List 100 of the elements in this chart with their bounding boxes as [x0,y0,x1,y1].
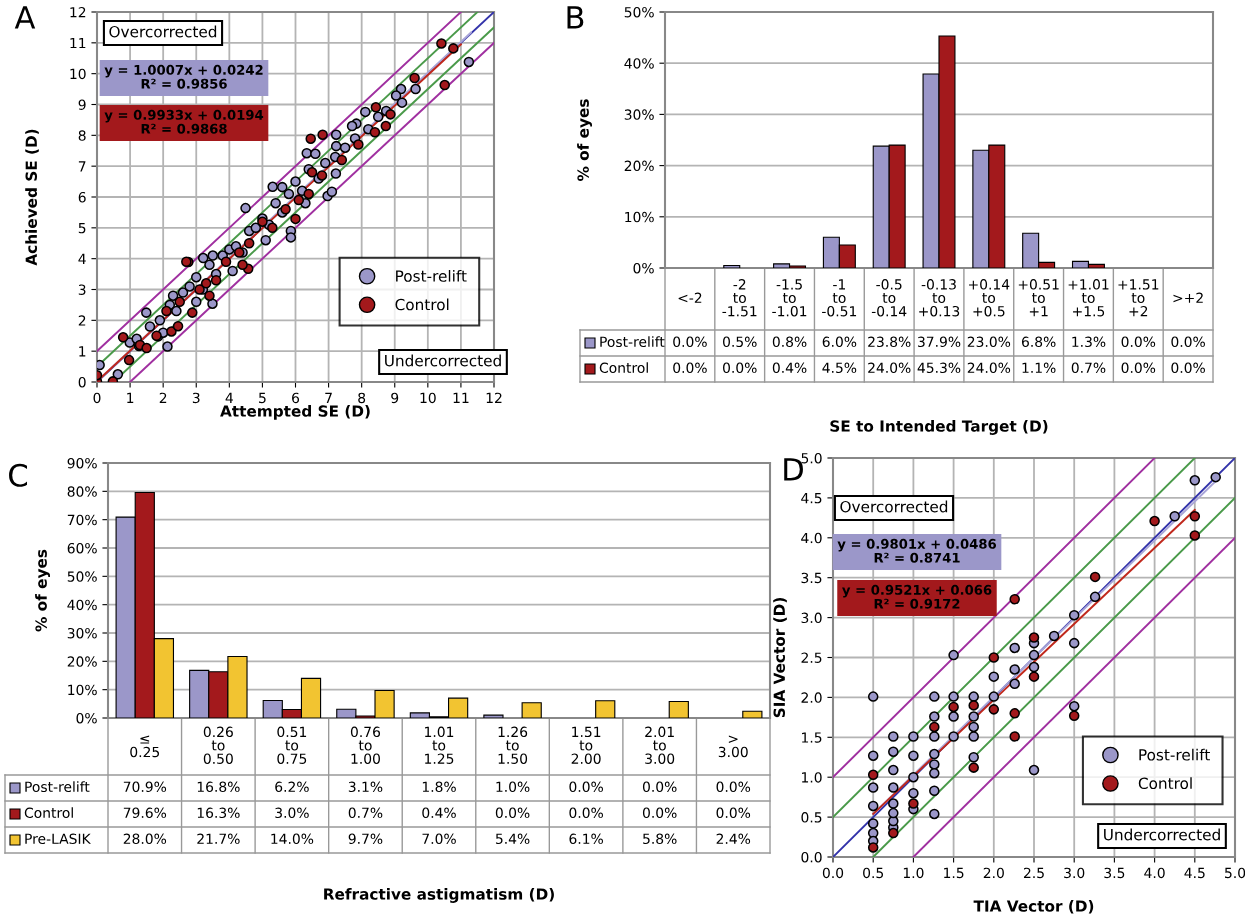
legend-label: Control [599,362,648,374]
y-tick-label: 11 [70,37,86,49]
point [141,342,152,354]
point [1169,510,1180,522]
x-tick-label: 2.01 to 3.00 [645,726,675,764]
x-tick-label: 8 [358,392,366,404]
point [353,139,364,150]
annotation: Overcorrected [109,25,217,38]
point [888,731,899,742]
annotation: Overcorrected [840,500,948,513]
point [908,731,919,742]
point [172,320,184,332]
y-tick-label: 4.5 [801,493,822,504]
y-tick-label: 1 [79,346,86,357]
point [370,102,382,113]
point [988,691,1000,702]
x-tick-label: -1 to -0.51 [822,279,857,317]
point [867,750,879,761]
y-tick-label: 90% [67,457,97,469]
text: B [567,6,584,29]
point [1028,764,1040,776]
bar [668,701,689,718]
point [448,43,459,54]
bar [595,700,616,718]
x-tick-label: 2 [159,392,167,403]
point [306,167,318,178]
y-tick-label: 50% [67,571,97,582]
y-tick-label: 10% [625,211,654,223]
y-tick-label: 60% [67,542,97,554]
data-label: 1.3% [1072,336,1106,348]
x-tick-label: 11 [453,392,469,403]
point [948,701,959,713]
data-label: 1.0% [496,781,530,793]
point [1149,515,1160,527]
annotation: Undercorrected [385,354,501,367]
y-axis-title: SIA Vector (D) [773,598,787,718]
point [929,721,940,733]
point [948,711,959,722]
annotation: y = 1.0007x + 0.0242 R² = 0.9856 [104,64,263,89]
x-tick-label: 7 [325,392,332,403]
data-label: 0.0% [716,807,751,819]
point [204,290,215,301]
legend-label: Control [1138,777,1192,790]
point [1028,649,1040,661]
y-tick-label: 2.5 [801,652,822,663]
point [1009,731,1020,742]
point [867,782,879,793]
data-label: 1.8% [422,781,456,793]
point [237,259,248,271]
x-tick-label: 12 [486,392,502,403]
data-label: 0.0% [723,362,757,374]
y-tick-label: 20% [624,160,654,172]
point [867,800,879,812]
point [117,332,129,343]
x-tick-label: 10 [420,392,436,404]
legend-label: Post-relift [396,269,467,282]
y-tick-label: 40% [624,58,654,69]
data-label: 0.0% [673,336,707,348]
legend-label: Control [24,807,73,819]
point [1028,671,1040,682]
point [867,691,879,702]
bar [742,710,763,718]
legend-label: Pre-LASIK [25,833,91,845]
point [1089,591,1101,603]
y-tick-label: 7 [78,161,86,172]
point [968,762,979,773]
data-label: 1.1% [1022,362,1056,374]
point [1009,664,1020,675]
x-tick-label: +1.51 to +2 [1118,279,1159,317]
y-tick-label: 50% [624,6,654,18]
y-tick-label: 4.0 [801,532,822,544]
data-label: 5.8% [643,833,677,845]
annotation: Undercorrected [1104,828,1220,841]
point [908,750,919,761]
y-tick-label: 0 [78,376,86,388]
point [867,818,879,829]
point [161,305,172,317]
point [316,170,328,181]
x-tick-label: 0.0 [822,867,844,879]
point [233,247,245,258]
x-tick-label: 5 [259,392,266,404]
point [988,704,1000,715]
y-tick-label: 0% [76,712,97,724]
point [888,764,899,776]
data-label: 14.0% [271,833,314,845]
data-label: 0.0% [716,781,751,793]
y-axis-title: Achieved SE (D) [25,129,39,266]
x-tick-label: 0.76 to 1.00 [350,726,381,764]
x-tick-label: 0.51 to 0.75 [277,726,307,764]
bar [483,714,504,718]
data-label: 3.1% [348,781,383,793]
point [303,188,314,200]
point [123,354,135,366]
data-label: 0.7% [1071,362,1106,374]
data-label: 21.7% [197,833,240,845]
point [888,827,899,839]
data-label: 0.0% [642,781,677,793]
y-tick-label: 4 [78,253,86,264]
point [888,807,899,819]
y-tick-label: 70% [67,514,97,526]
